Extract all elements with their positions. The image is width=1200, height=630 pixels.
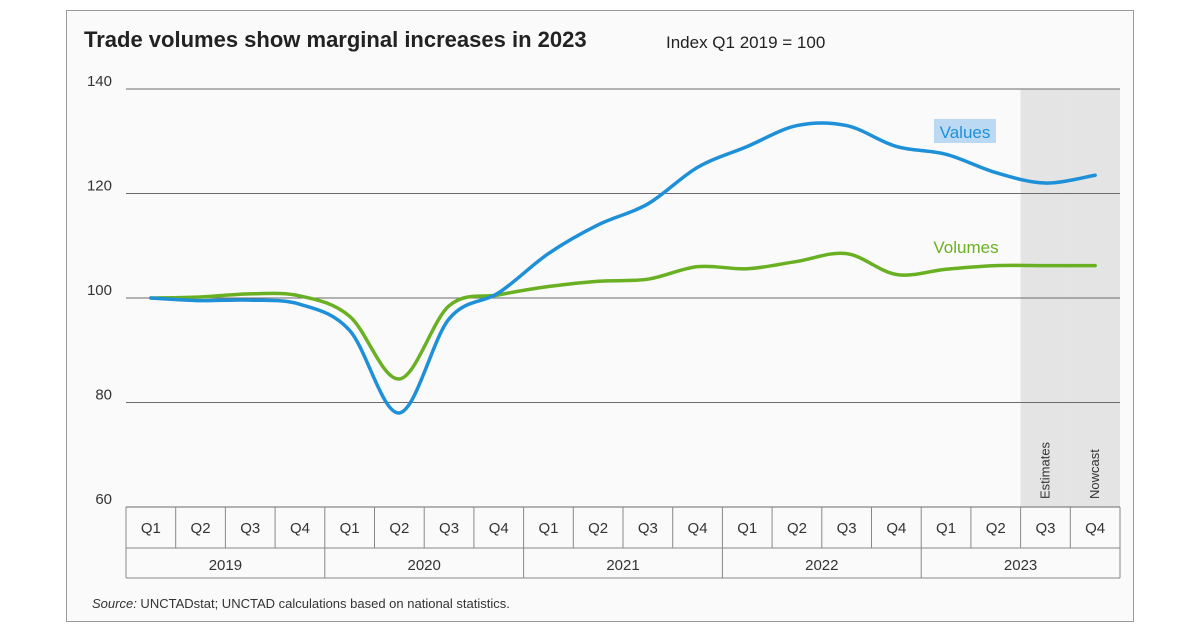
x-tick-label: Q4 <box>688 520 708 537</box>
x-tick-label: Q3 <box>240 520 260 537</box>
x-tick-label: Q2 <box>588 520 608 537</box>
x-tick-label: Q4 <box>290 520 310 537</box>
series-label-highlight <box>934 119 996 143</box>
x-tick-label: Q4 <box>886 520 906 537</box>
year-label-2021: 2021 <box>606 557 639 574</box>
source-prefix: Source: <box>92 596 137 611</box>
chart-title: Trade volumes show marginal increases in… <box>84 27 587 52</box>
x-tick-label: Q2 <box>986 520 1006 537</box>
y-tick-label-60: 60 <box>95 491 112 508</box>
x-tick-label: Q3 <box>837 520 857 537</box>
x-tick-label: Q3 <box>1035 520 1055 537</box>
chart-subtitle: Index Q1 2019 = 100 <box>666 33 826 52</box>
series-label-values: Values <box>940 123 991 142</box>
x-tick-label: Q1 <box>737 520 757 537</box>
source-text: UNCTADstat; UNCTAD calculations based on… <box>136 596 510 611</box>
x-tick-label: Q4 <box>1085 520 1105 537</box>
series-line-values <box>149 121 1097 415</box>
year-label-2020: 2020 <box>408 557 441 574</box>
x-tick-label: Q2 <box>389 520 409 537</box>
y-tick-label-80: 80 <box>95 387 112 404</box>
x-tick-label: Q2 <box>191 520 211 537</box>
x-tick-label: Q1 <box>538 520 558 537</box>
x-tick-label: Q1 <box>141 520 161 537</box>
x-tick-label: Q3 <box>439 520 459 537</box>
source-note: Source: UNCTADstat; UNCTAD calculations … <box>92 596 510 611</box>
series-label-volumes: Volumes <box>933 238 998 257</box>
year-label-2022: 2022 <box>805 557 838 574</box>
year-label-2019: 2019 <box>209 557 242 574</box>
period-label-nowcast: Nowcast <box>1087 449 1102 499</box>
year-label-2023: 2023 <box>1004 557 1037 574</box>
x-tick-label: Q1 <box>936 520 956 537</box>
y-tick-label-100: 100 <box>87 282 112 299</box>
x-tick-label: Q4 <box>489 520 509 537</box>
y-tick-label-140: 140 <box>87 73 112 90</box>
y-tick-label-120: 120 <box>87 178 112 195</box>
x-tick-label: Q1 <box>340 520 360 537</box>
x-tick-label: Q3 <box>638 520 658 537</box>
chart-frame <box>66 10 1134 622</box>
series-line-volumes <box>149 251 1097 381</box>
x-tick-label: Q2 <box>787 520 807 537</box>
period-label-estimates: Estimates <box>1037 441 1052 499</box>
